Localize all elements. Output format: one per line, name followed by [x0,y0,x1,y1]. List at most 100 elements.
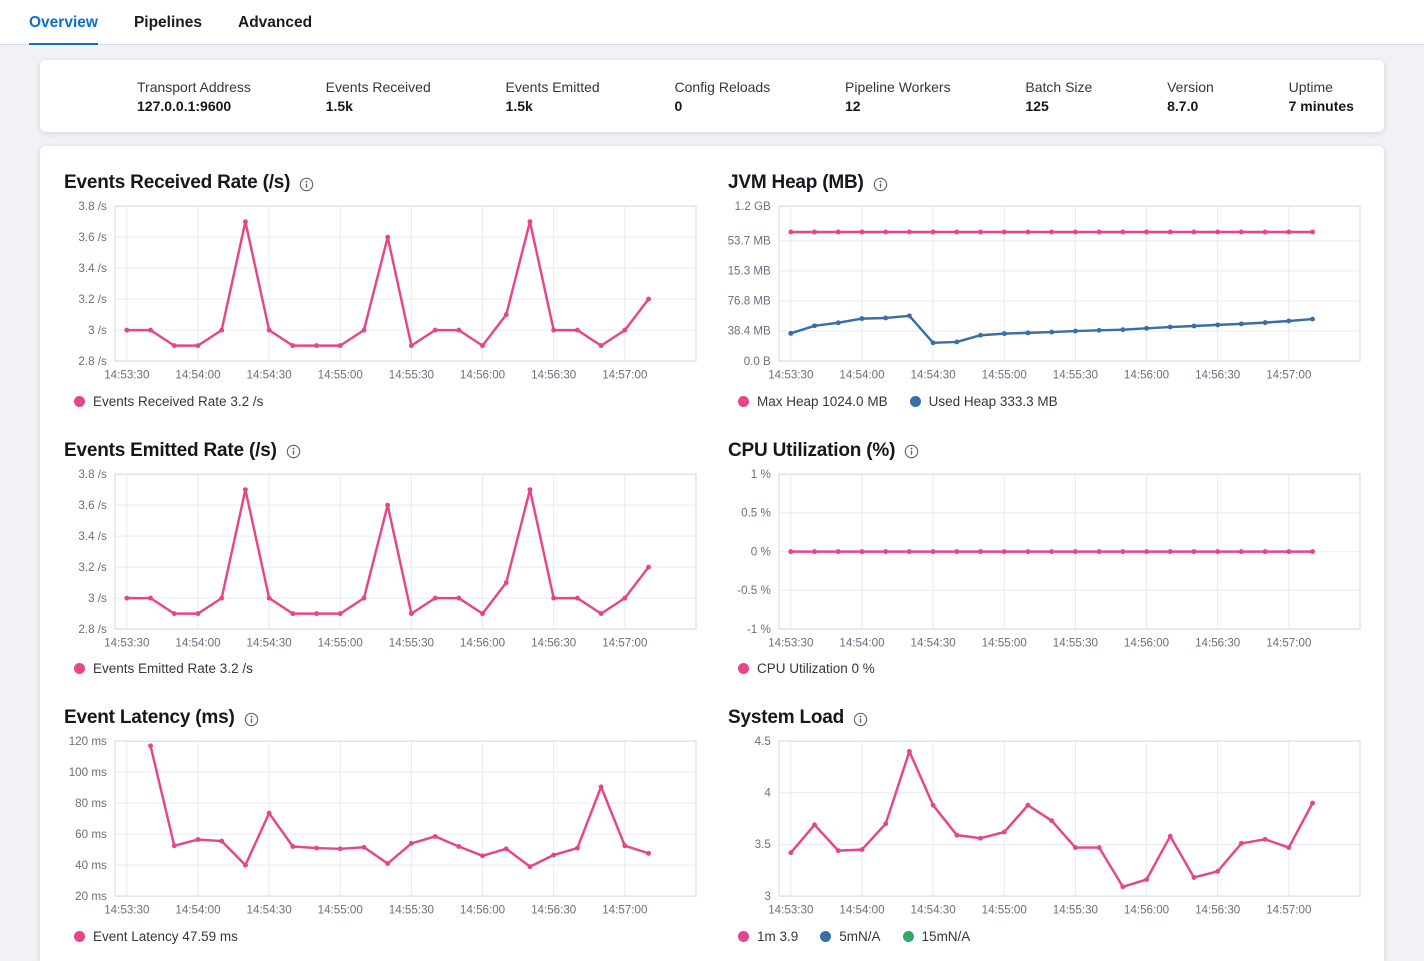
svg-text:2.8 /s: 2.8 /s [78,355,107,368]
stat-config-reloads: Config Reloads 0 [674,79,770,114]
svg-text:14:57:00: 14:57:00 [1266,368,1311,381]
svg-text:14:55:00: 14:55:00 [318,368,363,381]
stat-batch-size: Batch Size 125 [1025,79,1092,114]
legend-dot-icon [738,930,749,942]
charts-card: Events Received Rate (/s) 3.8 /s 3.6 /s 3.… [40,146,1384,961]
legend-item[interactable]: Event Latency 47.59 ms [74,929,238,944]
chart-panel-cpu-utilization: CPU Utilization (%) 1 % 0.5 % 0 % -0.5 % -1 … [728,440,1362,676]
svg-text:3.6 /s: 3.6 /s [78,231,107,244]
stat-version: Version 8.7.0 [1167,79,1214,114]
svg-text:3.8 /s: 3.8 /s [78,200,107,213]
svg-text:14:57:00: 14:57:00 [602,368,647,381]
svg-text:14:56:00: 14:56:00 [460,636,505,649]
tab-pipelines[interactable]: Pipelines [134,0,202,45]
legend-item[interactable]: Used Heap 333.3 MB [909,393,1058,409]
chart-panel-events-emitted-rate: Events Emitted Rate (/s) 3.8 /s 3.6 /s 3.4… [64,439,698,676]
svg-text:3 /s: 3 /s [88,324,107,337]
stat-label: Uptime [1288,78,1333,95]
svg-text:14:56:30: 14:56:30 [1195,368,1240,381]
legend-label: Max Heap 1024.0 MB [757,393,888,409]
svg-text:14:54:30: 14:54:30 [911,636,956,649]
charts-grid: Events Received Rate (/s) 3.8 /s 3.6 /s 3.… [64,172,1362,944]
info-icon[interactable] [873,177,888,192]
stat-value: 127.0.0.1:9600 [137,97,232,114]
chart-legend: Events Received Rate 3.2 /s [74,394,698,409]
tab-advanced[interactable]: Advanced [238,0,312,45]
svg-text:14:56:00: 14:56:00 [1124,636,1169,649]
line-chart-svg: 120 ms 100 ms 80 ms 60 ms 40 ms 20 ms14:53:30… [69,735,697,917]
legend-item[interactable]: CPU Utilization 0 % [738,661,875,676]
legend-item[interactable]: 1m 3.9 [738,929,798,944]
svg-text:14:56:30: 14:56:30 [1195,636,1240,649]
svg-text:14:55:30: 14:55:30 [1053,904,1098,917]
svg-text:14:54:00: 14:54:00 [175,904,220,917]
svg-text:14:54:30: 14:54:30 [247,368,292,381]
legend-label: 5mN/A [839,928,881,944]
legend-dot-icon [738,395,749,407]
svg-text:14:53:30: 14:53:30 [104,636,149,649]
svg-text:14:54:00: 14:54:00 [839,368,884,381]
legend-item[interactable]: Events Emitted Rate 3.2 /s [74,661,253,676]
chart-panel-system-load: System Load 4.5 4 3.5 3 14:53:30 14:54:00 14:5… [728,707,1362,944]
svg-text:14:55:30: 14:55:30 [389,904,434,917]
info-icon[interactable] [286,444,301,459]
svg-text:14:54:30: 14:54:30 [911,904,956,917]
tab-advanced-label: Advanced [238,13,313,31]
svg-text:14:55:00: 14:55:00 [982,368,1027,381]
svg-text:60 ms: 60 ms [75,828,107,841]
info-icon[interactable] [853,712,868,727]
stat-label: Batch Size [1025,78,1093,95]
chart-legend: CPU Utilization 0 % [738,661,1362,676]
stat-value: 7 minutes [1288,97,1354,114]
stat-label: Pipeline Workers [845,78,951,95]
svg-text:14:54:30: 14:54:30 [911,368,956,381]
svg-text:1 %: 1 % [751,467,771,480]
svg-text:14:55:00: 14:55:00 [982,636,1027,649]
chart-legend: Event Latency 47.59 ms [74,929,698,944]
svg-text:14:56:30: 14:56:30 [531,904,576,917]
chart-title: Events Received Rate (/s) [64,172,291,193]
svg-text:14:56:00: 14:56:00 [460,368,505,381]
svg-text:14:54:30: 14:54:30 [247,904,292,917]
event-latency-chart: 120 ms 100 ms 80 ms 60 ms 40 ms 20 ms 14:53:30… [64,733,698,926]
line-chart-svg: 1 % 0.5 % 0 % -0.5 % -1 %14:53:30 14:54:00 14:… [737,467,1361,649]
svg-text:14:53:30: 14:53:30 [104,904,149,917]
legend-item[interactable]: Max Heap 1024.0 MB [738,394,888,409]
line-chart-svg: 3.8 /s 3.6 /s 3.4 /s 3.2 /s 3 /s 2.8 /s14:53:… [78,200,697,381]
stat-value: 1.5k [505,97,533,114]
svg-text:953.7 MB: 953.7 MB [728,235,771,248]
stat-label: Config Reloads [674,78,771,95]
stat-value: 0 [674,97,683,114]
chart-title: System Load [728,707,845,729]
legend-item[interactable]: 15mN/A [902,929,970,944]
svg-text:14:54:30: 14:54:30 [247,636,292,649]
tab-bar: Overview Pipelines Advanced [0,0,1424,45]
info-icon[interactable] [904,444,919,459]
svg-text:14:56:30: 14:56:30 [531,636,576,649]
stat-value: 12 [845,97,861,114]
tab-overview[interactable]: Overview [29,0,98,45]
events-received-rate-chart: 3.8 /s 3.6 /s 3.4 /s 3.2 /s 3 /s 2.8 /s 14:53:… [64,198,698,391]
svg-text:14:55:00: 14:55:00 [982,904,1027,917]
svg-text:14:54:00: 14:54:00 [839,904,884,917]
legend-label: Used Heap 333.3 MB [928,393,1058,409]
stat-label: Events Received [325,78,431,95]
info-icon[interactable] [244,712,259,727]
svg-text:20 ms: 20 ms [75,890,107,903]
info-icon[interactable] [299,177,314,192]
events-emitted-rate-chart: 3.8 /s 3.6 /s 3.4 /s 3.2 /s 3 /s 2.8 /s 14:53:… [64,466,698,659]
svg-text:0 %: 0 % [751,545,771,558]
svg-text:14:54:00: 14:54:00 [839,636,884,649]
legend-dot-icon [74,395,85,407]
chart-title: Events Emitted Rate (/s) [64,439,277,461]
stat-value: 125 [1025,97,1049,114]
stat-pipeline-workers: Pipeline Workers 12 [845,79,951,114]
svg-text:40 ms: 40 ms [75,859,107,872]
svg-text:14:56:00: 14:56:00 [1124,368,1169,381]
legend-item[interactable]: 5mN/A [820,928,881,944]
svg-text:14:56:00: 14:56:00 [460,904,505,917]
cpu-utilization-chart: 1 % 0.5 % 0 % -0.5 % -1 % 14:53:30 14:54:00 14:… [728,466,1362,659]
svg-text:14:57:00: 14:57:00 [1266,636,1311,649]
svg-text:14:53:30: 14:53:30 [768,904,813,917]
legend-item[interactable]: Events Received Rate 3.2 /s [74,394,263,409]
